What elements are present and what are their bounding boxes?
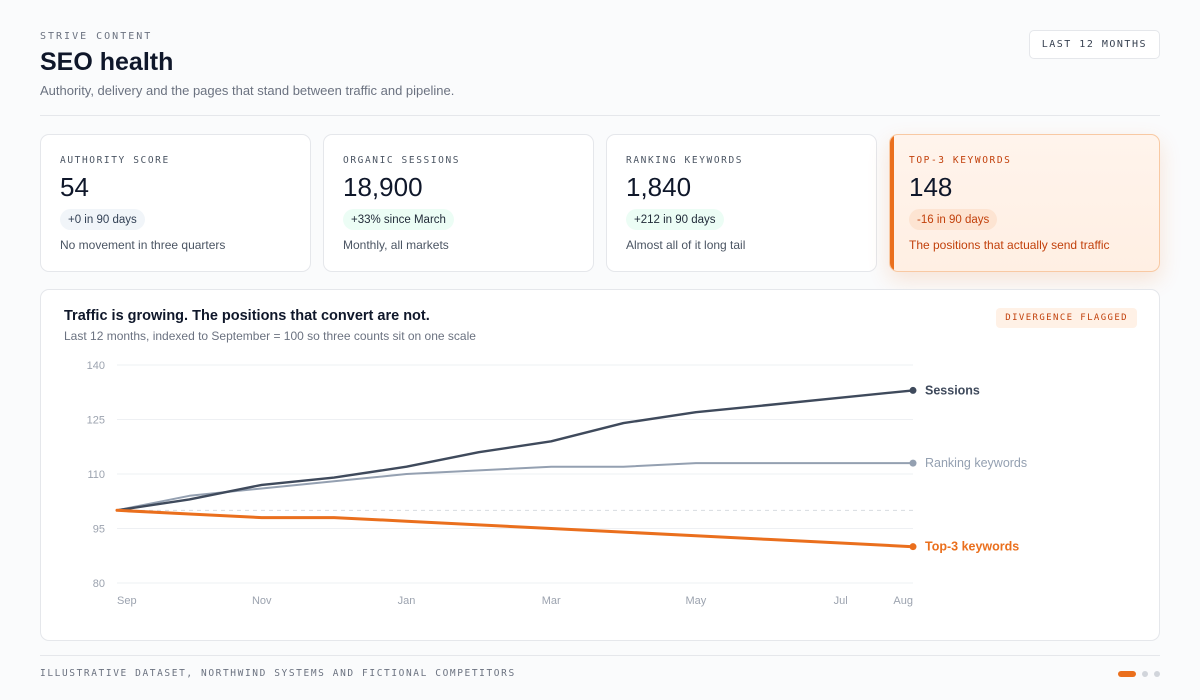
- series-end-point: [909, 386, 917, 394]
- footer-divider: [40, 655, 1160, 656]
- kpi-card-ranking-keywords: RANKING KEYWORDS 1,840 +212 in 90 days A…: [606, 134, 877, 272]
- kpi-value: 1,840: [626, 172, 692, 202]
- pager-dot[interactable]: [1142, 671, 1148, 677]
- y-tick-label: 140: [87, 360, 105, 372]
- series-label: Top-3 keywords: [925, 540, 1019, 554]
- kpi-note: No movement in three quarters: [60, 238, 226, 252]
- line-chart: 80 95 110 125 140 Sep Nov Jan Mar May Jul Aug Rankin…: [87, 360, 1028, 607]
- chart-card: Traffic is growing. The positions that c…: [40, 289, 1160, 641]
- kpi-label: RANKING KEYWORDS: [626, 155, 744, 166]
- kpi-label: AUTHORITY SCORE: [60, 155, 170, 166]
- kpi-value: 148: [909, 172, 953, 202]
- kpi-label: TOP-3 KEYWORDS: [909, 155, 1012, 166]
- divergence-flag-badge: DIVERGENCE FLAGGED: [996, 308, 1137, 328]
- chart-subtitle: Last 12 months, indexed to September = 1…: [64, 329, 476, 343]
- brand-eyebrow: STRIVE CONTENT: [40, 31, 153, 42]
- series-line-0: [115, 389, 915, 512]
- kpi-note: The positions that actually send traffic: [909, 238, 1110, 252]
- page-subtitle: Authority, delivery and the pages that s…: [40, 83, 455, 98]
- series-end-point: [909, 543, 917, 551]
- kpi-note: Almost all of it long tail: [626, 238, 746, 252]
- kpi-value: 54: [60, 172, 89, 202]
- x-tick-label: Nov: [252, 595, 272, 607]
- y-tick-label: 80: [93, 578, 105, 590]
- header-divider: [40, 115, 1160, 116]
- x-tick-label: Aug: [893, 595, 913, 607]
- x-tick-label: Jul: [834, 595, 848, 607]
- kpi-delta-badge: +0 in 90 days: [60, 209, 145, 230]
- date-range-button[interactable]: LAST 12 MONTHS: [1028, 30, 1160, 59]
- kpi-delta-badge: +212 in 90 days: [626, 209, 724, 230]
- x-tick-label: May: [686, 595, 707, 607]
- series-line-1: [116, 462, 914, 512]
- kpi-card-authority: AUTHORITY SCORE 54 +0 in 90 days No move…: [40, 134, 311, 272]
- x-tick-label: Sep: [117, 595, 137, 607]
- y-tick-label: 125: [87, 415, 105, 427]
- kpi-row: AUTHORITY SCORE 54 +0 in 90 days No move…: [40, 134, 1160, 272]
- footer-note: ILLUSTRATIVE DATASET, NORTHWIND SYSTEMS …: [40, 668, 516, 679]
- pager: [1118, 671, 1160, 677]
- pager-dot-active[interactable]: [1118, 671, 1136, 677]
- page-title: SEO health: [40, 48, 174, 76]
- kpi-value: 18,900: [343, 172, 423, 202]
- y-tick-label: 95: [93, 524, 105, 536]
- series-end-point: [909, 459, 917, 467]
- x-tick-label: Jan: [398, 595, 416, 607]
- kpi-note: Monthly, all markets: [343, 238, 449, 252]
- kpi-label: ORGANIC SESSIONS: [343, 155, 461, 166]
- pager-dot[interactable]: [1154, 671, 1160, 677]
- kpi-card-sessions: ORGANIC SESSIONS 18,900 +33% since March…: [323, 134, 594, 272]
- x-tick-label: Mar: [542, 595, 561, 607]
- series-line-2: [115, 508, 915, 549]
- y-tick-label: 110: [87, 469, 105, 481]
- kpi-delta-badge: -16 in 90 days: [909, 209, 998, 230]
- series-label: Sessions: [925, 383, 980, 397]
- kpi-card-top3-keywords: TOP-3 KEYWORDS 148 -16 in 90 days The po…: [889, 134, 1160, 272]
- kpi-delta-badge: +33% since March: [343, 209, 454, 230]
- chart-title: Traffic is growing. The positions that c…: [64, 308, 430, 324]
- series-label: Ranking keywords: [925, 456, 1027, 470]
